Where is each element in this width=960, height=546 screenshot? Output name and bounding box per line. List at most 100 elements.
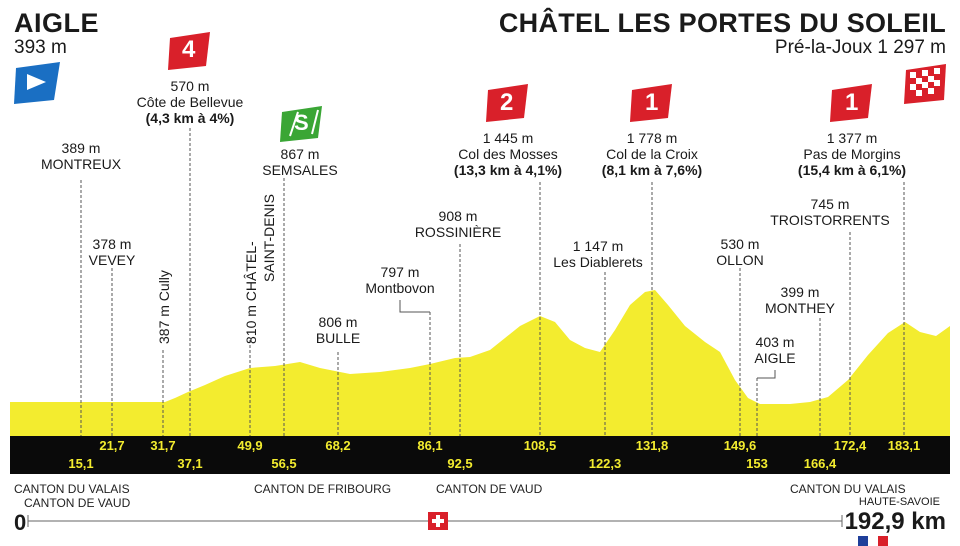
- point-name: Col des Mosses: [458, 146, 558, 162]
- point-detail: (8,1 km à 7,6%): [601, 162, 703, 178]
- point-alt: 570 m: [170, 78, 210, 94]
- km-label: 31,7: [150, 438, 176, 453]
- point-cote-de-bellevue: 570 m Côte de Bellevue (4,3 km à 4%): [137, 78, 244, 126]
- climb-cat1a-label: 1: [645, 89, 659, 116]
- start-town: AIGLE: [14, 8, 100, 38]
- point-name: SEMSALES: [262, 162, 338, 178]
- leader-lines: [80, 128, 905, 436]
- km-label: 166,4: [803, 456, 837, 471]
- finish-altitude: Pré-la-Joux 1 297 m: [774, 37, 946, 58]
- point-alt: 797 m: [380, 264, 420, 280]
- climb-cat4-label: 4: [182, 36, 196, 63]
- point-detail: (13,3 km à 4,1%): [453, 162, 563, 178]
- point-alt: 1 377 m: [826, 130, 878, 146]
- km-label: 122,3: [588, 456, 622, 471]
- km-label: 183,1: [887, 438, 921, 453]
- region-label: HAUTE-SAVOIE: [858, 496, 940, 508]
- point-montreux: 389 m MONTREUX: [41, 140, 121, 172]
- region-label: CANTON DE VAUD: [24, 496, 131, 510]
- km-label: 149,6: [723, 438, 757, 453]
- point-cully: 387 m Cully: [156, 270, 172, 344]
- km-label: 172,4: [833, 438, 867, 453]
- point-col-de-la-croix: 1 778 m Col de la Croix (8,1 km à 7,6%): [602, 130, 702, 178]
- region-label: CANTON DE VAUD: [436, 482, 543, 496]
- km-label: 153: [746, 456, 768, 471]
- climb-flag-cat2-icon: [486, 84, 528, 122]
- km-label: 68,2: [325, 438, 351, 453]
- point-rossiniere: 908 m ROSSINIÈRE: [415, 208, 501, 240]
- km-label: 131,8: [635, 438, 669, 453]
- point-semsales: 867 m SEMSALES: [262, 146, 337, 178]
- point-alt: 399 m: [780, 284, 820, 300]
- climb-flag-cat4-icon: [168, 32, 210, 70]
- point-alt: 530 m: [720, 236, 760, 252]
- km-label: 49,9: [237, 438, 263, 453]
- point-name: Pas de Morgins: [803, 146, 901, 162]
- point-les-diablerets: 1 147 m Les Diablerets: [553, 238, 643, 270]
- km-label: 56,5: [271, 456, 297, 471]
- point-alt: 867 m: [280, 146, 320, 162]
- aigle-connector: [757, 370, 776, 379]
- point-alt: 378 m: [92, 236, 132, 252]
- point-chatel-saint-denis-2: SAINT-DENIS: [261, 194, 277, 282]
- km-label: 37,1: [177, 456, 203, 471]
- point-alt: 908 m: [438, 208, 478, 224]
- start-altitude: 393 m: [14, 37, 67, 58]
- point-alt: 389 m: [61, 140, 101, 156]
- km-label: 108,5: [523, 438, 557, 453]
- point-alt: 806 m: [318, 314, 358, 330]
- french-flag-icon: [858, 536, 888, 546]
- point-name: Côte de Bellevue: [136, 94, 244, 110]
- point-aigle: 403 m AIGLE: [754, 334, 795, 366]
- point-name: VEVEY: [88, 252, 136, 268]
- finish-flag-icon: [904, 64, 946, 104]
- region-label: CANTON DU VALAIS: [790, 482, 906, 496]
- point-label: 810 m CHÂTEL-: [243, 241, 259, 344]
- distance-start: 0: [14, 510, 27, 535]
- point-name: MONTREUX: [40, 156, 122, 172]
- point-montbovon: 797 m Montbovon: [365, 264, 434, 296]
- point-name: BULLE: [315, 330, 361, 346]
- point-alt: 403 m: [755, 334, 795, 350]
- km-label: 86,1: [417, 438, 443, 453]
- climb-cat2-label: 2: [500, 89, 514, 116]
- start-flag-icon: [14, 62, 60, 104]
- point-pas-de-morgins: 1 377 m Pas de Morgins (15,4 km à 6,1%): [798, 130, 906, 178]
- profile-area: [10, 290, 950, 436]
- point-name: OLLON: [716, 252, 764, 268]
- km-label: 92,5: [447, 456, 473, 471]
- point-troistorrents: 745 m TROISTORRENTS: [770, 196, 890, 228]
- montbovon-connector: [399, 300, 430, 313]
- region-label: CANTON DU VALAIS: [14, 482, 130, 496]
- point-name: Montbovon: [365, 280, 435, 296]
- point-detail: (4,3 km à 4%): [145, 110, 235, 126]
- point-label2: SAINT-DENIS: [261, 194, 277, 282]
- climb-cat1b-label: 1: [845, 89, 859, 116]
- point-chatel-saint-denis: 810 m CHÂTEL-: [243, 241, 259, 344]
- point-col-des-mosses: 1 445 m Col des Mosses (13,3 km à 4,1%): [454, 130, 562, 178]
- km-label: 21,7: [99, 438, 125, 453]
- point-alt: 1 445 m: [482, 130, 534, 146]
- swiss-flag-icon: [428, 512, 448, 530]
- point-alt: 1 778 m: [626, 130, 678, 146]
- point-name: TROISTORRENTS: [770, 212, 890, 228]
- point-bulle: 806 m BULLE: [316, 314, 360, 346]
- point-name: ROSSINIÈRE: [414, 224, 502, 240]
- point-ollon: 530 m OLLON: [716, 236, 763, 268]
- climb-flag-cat1b-icon: [830, 84, 872, 122]
- distance-band: [10, 436, 950, 474]
- climb-flag-cat1a-icon: [630, 84, 672, 122]
- region-label: CANTON DE FRIBOURG: [254, 482, 392, 496]
- point-monthey: 399 m MONTHEY: [765, 284, 835, 316]
- distance-end: 192,9 km: [844, 508, 946, 535]
- point-name: Les Diablerets: [553, 254, 643, 270]
- point-name: MONTHEY: [765, 300, 835, 316]
- sprint-flag-icon: [280, 106, 322, 142]
- sprint-label: S: [294, 110, 309, 135]
- point-alt: 1 147 m: [572, 238, 624, 254]
- km-label: 15,1: [68, 456, 94, 471]
- point-vevey: 378 m VEVEY: [89, 236, 136, 268]
- point-detail: (15,4 km à 6,1%): [797, 162, 907, 178]
